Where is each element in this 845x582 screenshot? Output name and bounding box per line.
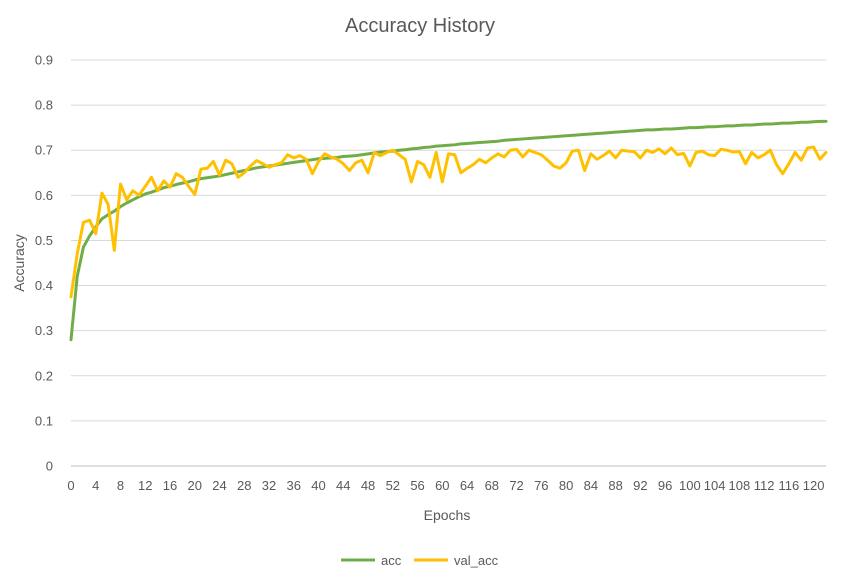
x-tick-label: 44 (336, 478, 350, 493)
x-tick-label: 108 (729, 478, 751, 493)
x-tick-label: 88 (608, 478, 622, 493)
x-tick-label: 84 (584, 478, 598, 493)
x-tick-label: 12 (138, 478, 152, 493)
x-tick-label: 24 (212, 478, 226, 493)
legend-label-acc: acc (381, 553, 402, 568)
x-tick-label: 36 (287, 478, 301, 493)
y-tick-label: 0.2 (35, 368, 53, 383)
x-tick-label: 4 (92, 478, 99, 493)
x-tick-label: 100 (679, 478, 701, 493)
y-tick-label: 0.5 (35, 233, 53, 248)
gridlines (71, 59, 826, 467)
x-tick-label: 16 (163, 478, 177, 493)
x-axis-ticks: 0 4 8 12 16 20 24 28 32 36 40 44 48 52 56 60 64 68 72 76 80 8… (67, 478, 824, 493)
x-tick-label: 72 (509, 478, 523, 493)
x-tick-label: 32 (262, 478, 276, 493)
x-tick-label: 116 (779, 478, 800, 493)
x-tick-label: 48 (361, 478, 375, 493)
x-tick-label: 104 (704, 478, 726, 493)
x-tick-label: 92 (633, 478, 647, 493)
y-tick-label: 0.1 (35, 413, 53, 428)
y-tick-label: 0.9 (35, 53, 53, 68)
x-tick-label: 8 (117, 478, 124, 493)
x-tick-label: 20 (188, 478, 202, 493)
x-tick-label: 60 (435, 478, 449, 493)
x-tick-label: 68 (485, 478, 499, 493)
y-tick-label: 0 (46, 459, 53, 474)
legend-label-val-acc: val_acc (454, 553, 499, 568)
x-tick-label: 80 (559, 478, 573, 493)
x-tick-label: 40 (311, 478, 325, 493)
series-lines (69, 119, 828, 342)
x-tick-label: 28 (237, 478, 251, 493)
legend: acc val_acc (341, 553, 499, 568)
y-axis-ticks: 0 0.1 0.2 0.3 0.4 0.5 0.6 0.7 0.8 0.9 (35, 53, 53, 474)
x-tick-label: 120 (803, 478, 825, 493)
x-tick-label: 76 (534, 478, 548, 493)
chart-title: Accuracy History (345, 15, 495, 37)
y-axis-label: Accuracy (11, 234, 27, 292)
series-line-val-acc (69, 145, 828, 299)
y-tick-label: 0.4 (35, 278, 53, 293)
x-tick-label: 52 (386, 478, 400, 493)
x-tick-label: 64 (460, 478, 474, 493)
y-tick-label: 0.6 (35, 188, 53, 203)
x-tick-label: 0 (67, 478, 74, 493)
x-axis-label: Epochs (424, 507, 471, 523)
series-line-acc (69, 119, 828, 342)
y-tick-label: 0.7 (35, 143, 53, 158)
y-tick-label: 0.8 (35, 98, 53, 113)
x-tick-label: 96 (658, 478, 672, 493)
y-tick-label: 0.3 (35, 323, 53, 338)
x-tick-label: 112 (754, 478, 775, 493)
x-tick-label: 56 (410, 478, 424, 493)
